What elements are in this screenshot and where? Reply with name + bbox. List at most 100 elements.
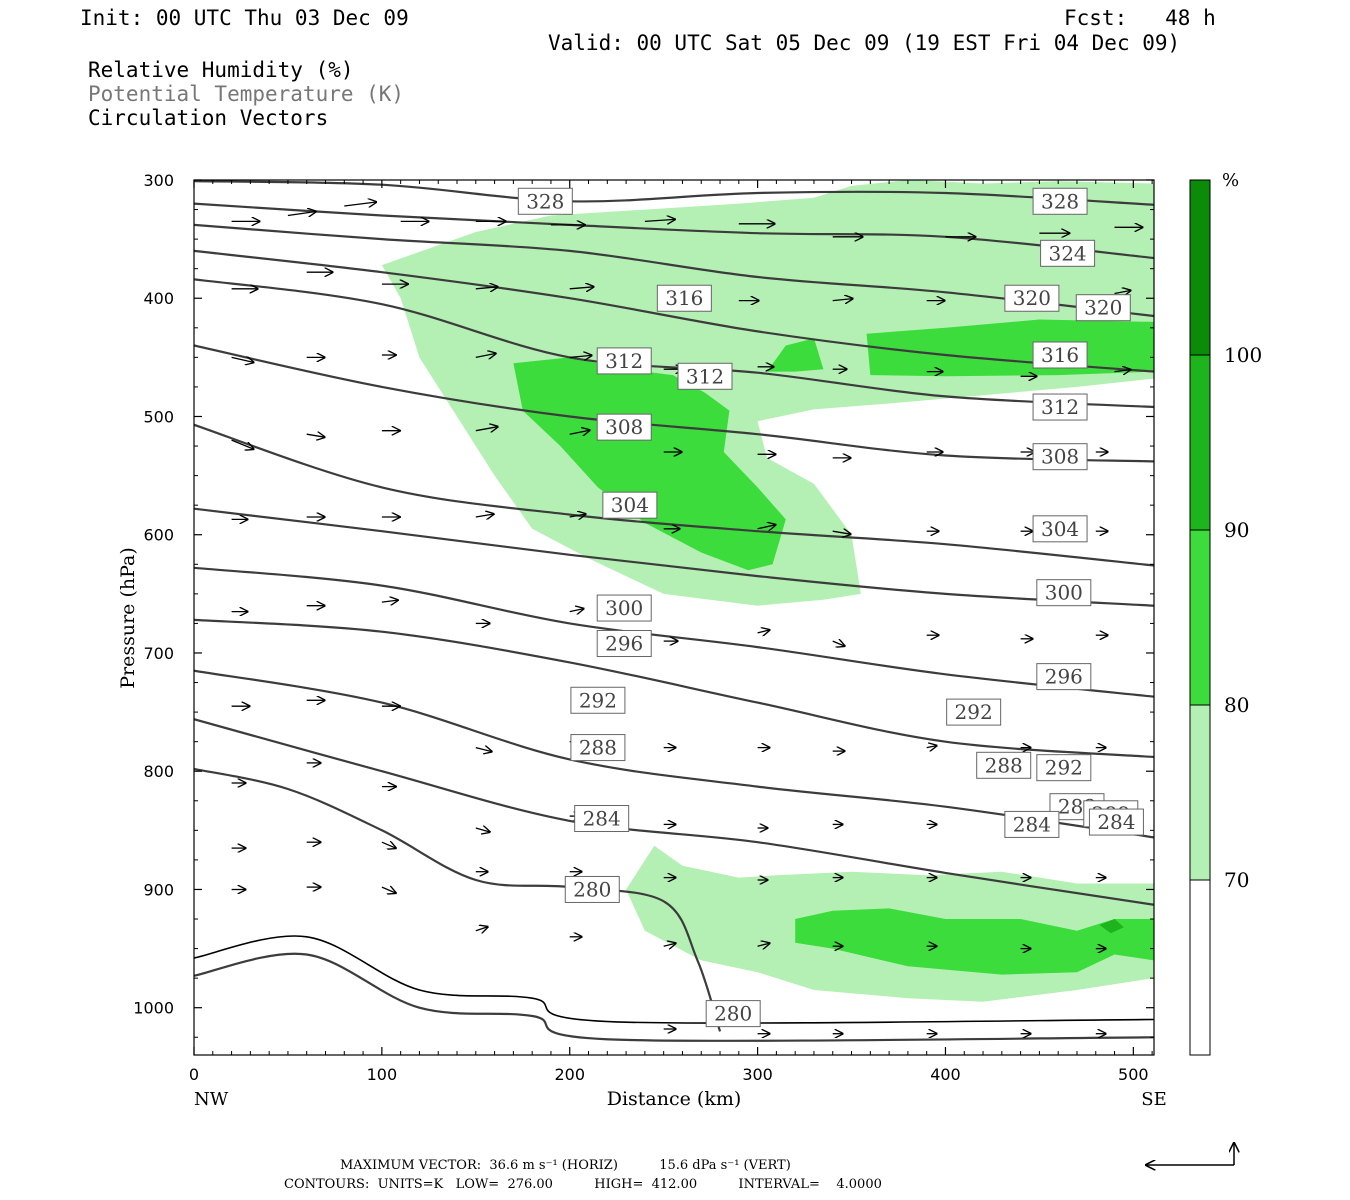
terrain-line [194, 935, 1154, 1024]
theta-contour-316 [194, 249, 1154, 373]
contour-label-text: 320 [1084, 296, 1122, 320]
contour-label-text: 288 [579, 736, 617, 760]
contour-label-box [564, 875, 620, 903]
theta-contour-312 [194, 278, 1154, 409]
vector-91 [381, 842, 396, 848]
contour-label-box [946, 698, 1002, 726]
contour-label-text: 292 [579, 688, 617, 712]
contour-label-box [570, 734, 626, 762]
contour-label-box [1004, 810, 1060, 838]
vector-106 [757, 943, 770, 946]
contour-label-296: 296 [1036, 663, 1092, 691]
contour-label-280: 280 [564, 875, 620, 903]
contour-label-312: 312 [677, 362, 733, 390]
y-tick-label: 1000 [133, 999, 174, 1018]
y-axis-label: Pressure (hPa) [117, 547, 139, 689]
contour-label-box [1032, 187, 1088, 215]
contour-label-box [517, 187, 573, 215]
vector-22 [1114, 291, 1131, 294]
contour-label-text: 284 [1097, 810, 1135, 834]
colorbar-label: 80 [1224, 693, 1249, 717]
contour-label-284: 284 [1088, 808, 1144, 836]
colorbar-segment [1190, 180, 1210, 355]
y-tick-label: 300 [143, 171, 174, 190]
x-axis-label: Distance (km) [607, 1088, 742, 1110]
colorbar-segment [1190, 530, 1210, 705]
contour-label-text: 320 [1013, 286, 1051, 310]
colorbar-segment [1190, 355, 1210, 530]
y-tick-label: 400 [143, 289, 174, 308]
contour-label-box [1036, 754, 1092, 782]
rh-region-70-0 [381, 180, 1154, 606]
contour-label-box [1040, 239, 1096, 267]
rh-region-90-6 [1099, 919, 1124, 934]
contour-label-box [596, 347, 652, 375]
contour-label-text: 280 [714, 1002, 752, 1026]
contour-label-324: 324 [1040, 239, 1096, 267]
contour-label-box [596, 413, 652, 441]
vector-62 [757, 630, 770, 633]
valid-time: Valid: 00 UTC Sat 05 Dec 09 (19 EST Fri … [548, 31, 1181, 55]
theta-contour-292 [194, 618, 1154, 759]
contour-label-text: 316 [665, 286, 703, 310]
contour-label-292: 292 [570, 686, 626, 714]
plot-frame [193, 179, 1155, 1056]
x-left-label: NW [194, 1089, 229, 1110]
vector-38 [569, 430, 590, 434]
theta-contour-308 [194, 344, 1154, 463]
vector-15 [475, 287, 498, 289]
contour-label-box [596, 630, 652, 658]
contour-label-316: 316 [656, 284, 712, 312]
max-vector-note: MAXIMUM VECTOR: 36.6 m s⁻¹ (HORIZ) 15.6 … [340, 1158, 791, 1173]
contour-label-box [1032, 515, 1088, 543]
x-tick-label: 500 [1118, 1065, 1149, 1084]
contour-label-text: 312 [1041, 395, 1079, 419]
contour-label-284: 284 [1004, 810, 1060, 838]
contour-label-box [1032, 443, 1088, 471]
vector-37 [475, 427, 498, 431]
reference-vector [1146, 1143, 1234, 1165]
contour-label-292: 292 [946, 698, 1002, 726]
axes: 300 400 500 600 700 800 900 1000 0 100 200 300 400 50… [133, 171, 1154, 1084]
field-label-theta: Potential Temperature (K) [88, 82, 405, 106]
theta-contour-324 [194, 202, 1154, 260]
contour-label-320: 320 [1004, 284, 1060, 312]
contour-label-312: 312 [1032, 393, 1088, 421]
contour-label-304: 304 [602, 491, 658, 519]
x-right-label: SE [1141, 1089, 1166, 1110]
contour-label-box [1004, 284, 1060, 312]
vector-102 [381, 887, 396, 893]
theta-contour-320 [194, 223, 1154, 318]
contour-label-text: 312 [686, 364, 724, 388]
contour-label-text: 280 [573, 877, 611, 901]
contour-label-280: 280 [705, 1000, 761, 1028]
x-tick-label: 300 [742, 1065, 773, 1084]
vector-105 [663, 943, 676, 946]
contour-label-288: 288 [976, 751, 1032, 779]
contour-label-text: 284 [1013, 812, 1051, 836]
field-label-rh: Relative Humidity (%) [88, 58, 354, 82]
vector-2 [344, 202, 376, 206]
vector-33 [1114, 370, 1131, 372]
theta-contour-288 [194, 669, 1154, 839]
contour-label-304: 304 [1032, 515, 1088, 543]
contour-label-300: 300 [1036, 579, 1092, 607]
contour-label-320: 320 [1075, 294, 1131, 322]
vector-34 [231, 439, 254, 449]
contour-label-296: 296 [596, 630, 652, 658]
contour-label-box [677, 362, 733, 390]
contour-label-text: 304 [611, 493, 649, 517]
colorbar-label: 70 [1224, 868, 1249, 892]
theta-contour-328 [194, 180, 1154, 206]
vector-23 [231, 357, 254, 362]
x-tick-label: 200 [554, 1065, 585, 1084]
contour-label-box [1032, 341, 1088, 369]
forecast-hour: Fcst: 48 h [1064, 6, 1216, 30]
contour-label-308: 308 [596, 413, 652, 441]
contour-label-328: 328 [1032, 187, 1088, 215]
vector-6 [644, 219, 675, 221]
contour-label-text: 328 [1041, 189, 1079, 213]
contour-label-box [1036, 663, 1092, 691]
rh-region-80-5 [795, 908, 1154, 975]
init-time: Init: 00 UTC Thu 03 Dec 09 [80, 6, 409, 30]
